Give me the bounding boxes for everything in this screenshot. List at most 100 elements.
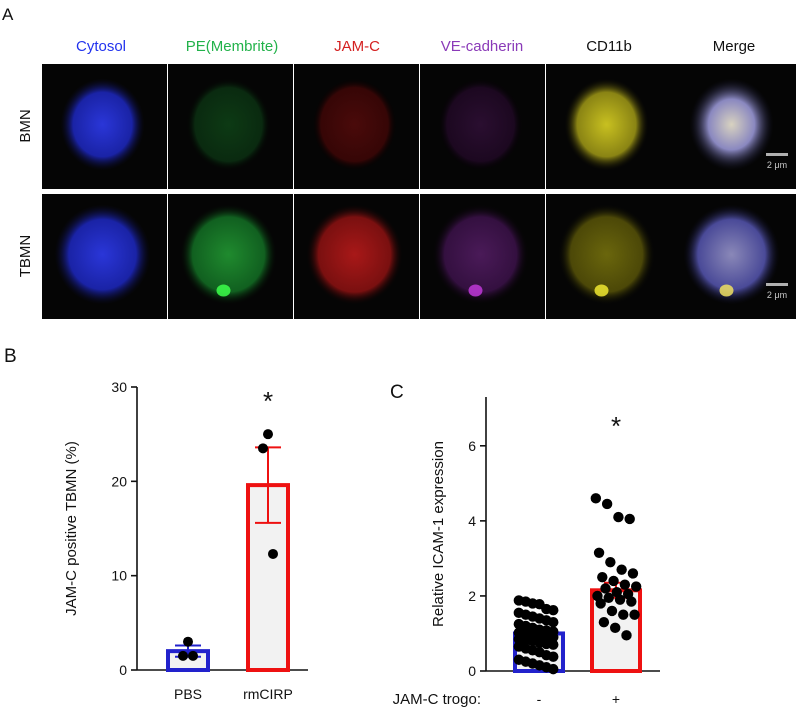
data-point (548, 663, 559, 675)
cell-body (564, 78, 649, 171)
tile-r1-c3 (420, 194, 545, 319)
row-labels: BMN TBMN (17, 109, 34, 277)
data-point (548, 651, 559, 662)
y-tick-label-2: 4 (468, 513, 476, 529)
channel-label-4: CD11b (586, 38, 632, 55)
data-point (548, 632, 559, 643)
data-point (548, 604, 559, 616)
scale-bar (766, 283, 788, 286)
data-point (606, 605, 618, 617)
data-point (188, 650, 198, 661)
y-axis-title: Relative ICAM-1 expression (430, 441, 447, 627)
tile-r0-c2 (294, 64, 419, 189)
y-tick-label-3: 6 (468, 438, 476, 454)
tile-r0-c0 (42, 64, 167, 189)
data-point (603, 592, 614, 604)
data-point (597, 571, 608, 583)
tile-r1-c0 (42, 194, 167, 319)
y-axis-title: JAM-C positive TBMN (%) (63, 441, 80, 616)
data-point (621, 630, 632, 641)
chart-b: 0 10 20 30 JAM-C positive TBMN (%) PBS rmCIRP * (63, 379, 308, 702)
y-tick-label-2: 20 (111, 473, 127, 489)
bright-spot (594, 284, 609, 297)
significance-marker-0: * (611, 411, 621, 441)
category-label-0: - (537, 691, 542, 707)
tile-r0-c3 (420, 64, 545, 189)
data-point (258, 443, 268, 454)
x-axis-title: JAM-C trogo: (393, 691, 481, 708)
tile-r1-c2 (294, 194, 419, 319)
channel-label-3: VE-cadherin (441, 38, 524, 55)
chart-c: 0 2 4 6 Relative ICAM-1 expression - + * JAM-C t… (393, 397, 660, 708)
panel-c-letter: C (390, 382, 404, 403)
data-point (548, 639, 559, 650)
cell-body (683, 204, 780, 305)
bright-spot (468, 284, 483, 297)
channel-label-2: JAM-C (334, 38, 380, 55)
data-point (624, 513, 635, 525)
bright-spot (216, 284, 231, 297)
scale-label: 2 μm (767, 160, 787, 170)
cell-body (312, 78, 397, 171)
category-label-1: rmCIRP (243, 686, 293, 702)
data-point (183, 636, 193, 647)
channel-label-1: PE(Membrite) (186, 38, 279, 55)
data-point (605, 556, 616, 568)
y-tick-label-1: 2 (468, 588, 476, 604)
scale-label: 2 μm (767, 290, 787, 300)
data-point (629, 609, 640, 620)
y-tick-label-0: 0 (119, 662, 127, 678)
data-point (627, 568, 639, 579)
cell-body (689, 78, 774, 171)
y-tick-label-3: 30 (111, 379, 127, 395)
cell-body (306, 204, 403, 305)
data-point (608, 575, 619, 587)
y-tick-label-0: 0 (468, 663, 476, 679)
data-point (595, 598, 606, 609)
row-label-0: BMN (17, 109, 34, 142)
data-point (268, 548, 278, 559)
tile-r1-c4 (546, 194, 671, 319)
micrograph-tiles: 2 μm 2 μm (42, 64, 796, 319)
cell-body (186, 78, 271, 171)
cell-body (558, 204, 655, 305)
scale-bar (766, 153, 788, 156)
tile-r0-c1 (168, 64, 293, 189)
data-point (614, 594, 626, 605)
channel-headers: Cytosol PE(Membrite) JAM-C VE-cadherin CD11b… (76, 38, 755, 55)
cell-body (60, 78, 145, 171)
tile-r1-c1 (168, 194, 293, 319)
cell-body (180, 204, 277, 305)
channel-label-0: Cytosol (76, 38, 126, 55)
data-point (609, 622, 621, 634)
data-point (590, 493, 602, 504)
panel-a-letter: A (2, 5, 14, 24)
data-point (601, 498, 613, 510)
row-label-1: TBMN (17, 235, 34, 278)
channel-label-5: Merge (713, 38, 756, 55)
data-point (263, 429, 273, 440)
category-label-0: PBS (174, 686, 202, 702)
tile-r1-c5: 2 μm (671, 194, 796, 319)
y-tick-label-1: 10 (111, 568, 127, 584)
data-point (600, 583, 611, 594)
tile-r0-c5: 2 μm (671, 64, 796, 189)
data-point (626, 596, 637, 607)
significance-marker-0: * (263, 386, 273, 416)
data-point (593, 547, 605, 558)
data-point (598, 617, 610, 628)
data-point (618, 609, 629, 620)
data-point (630, 581, 642, 592)
data-point (548, 617, 559, 628)
panel-b-letter: B (4, 346, 17, 367)
cell-body (432, 204, 529, 305)
data-point (619, 579, 631, 590)
data-point (616, 564, 627, 575)
cell-body (438, 78, 523, 171)
category-label-1: + (612, 691, 620, 707)
tile-r0-c4 (546, 64, 671, 189)
bright-spot (719, 284, 734, 297)
cell-body (54, 204, 151, 305)
data-point (613, 511, 624, 523)
